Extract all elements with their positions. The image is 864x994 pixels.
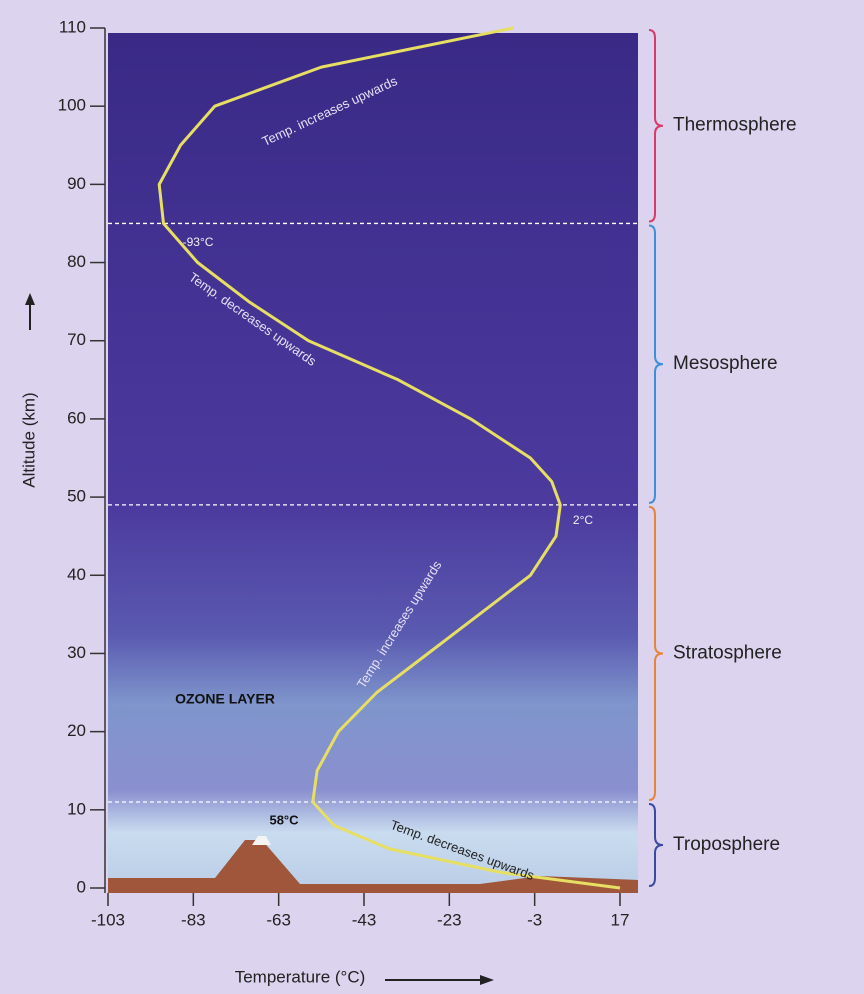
layer-label: Troposphere	[673, 834, 780, 855]
layer-label: Stratosphere	[673, 642, 782, 663]
annotation: 58°C	[269, 812, 299, 827]
x-tick-label: 17	[611, 910, 630, 929]
layer-label: Mesosphere	[673, 353, 778, 374]
y-tick-label: 100	[58, 96, 86, 115]
annotation: -93°C	[183, 235, 214, 249]
y-tick-label: 70	[67, 330, 86, 349]
x-tick-label: -103	[91, 910, 125, 929]
layer-bracket	[648, 224, 664, 504]
annotation: 2°C	[573, 513, 593, 527]
snow-cap	[252, 836, 271, 845]
arrow-head	[480, 975, 494, 985]
x-tick-label: -3	[527, 910, 542, 929]
layer-bracket	[648, 803, 664, 887]
layer-label: Thermosphere	[673, 115, 797, 136]
temperature-curve	[157, 26, 621, 890]
y-axis-title: Altitude (km)	[19, 392, 38, 487]
y-tick-label: 110	[59, 17, 86, 36]
x-tick-label: -23	[437, 910, 462, 929]
layer-bracket	[648, 505, 664, 801]
arrow-head	[25, 293, 35, 305]
y-tick-label: 90	[67, 174, 86, 193]
plot-background	[108, 33, 638, 893]
y-tick-label: 10	[67, 799, 86, 818]
x-axis-title: Temperature (°C)	[235, 967, 366, 986]
y-tick-label: 20	[67, 721, 86, 740]
x-tick-label: -83	[181, 910, 206, 929]
y-tick-label: 60	[67, 408, 86, 427]
y-tick-label: 50	[67, 487, 86, 506]
y-tick-label: 0	[77, 877, 86, 896]
x-tick-label: -43	[352, 910, 377, 929]
annotation: OZONE LAYER	[175, 691, 275, 707]
y-tick-label: 80	[67, 252, 86, 271]
y-tick-label: 30	[67, 643, 86, 662]
ground	[108, 840, 638, 893]
x-tick-label: -63	[266, 910, 291, 929]
y-tick-label: 40	[67, 565, 86, 584]
layer-bracket	[648, 29, 664, 223]
